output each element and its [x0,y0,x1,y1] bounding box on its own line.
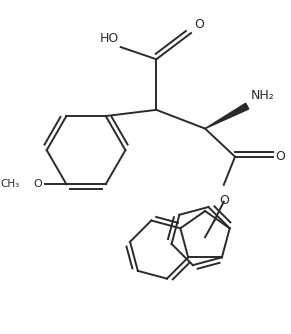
Text: O: O [275,150,285,163]
Text: O: O [33,179,42,189]
Polygon shape [205,103,249,129]
Text: CH₃: CH₃ [0,179,19,189]
Text: O: O [195,18,205,31]
Text: O: O [219,194,229,207]
Text: NH₂: NH₂ [251,90,275,102]
Text: HO: HO [100,32,119,45]
